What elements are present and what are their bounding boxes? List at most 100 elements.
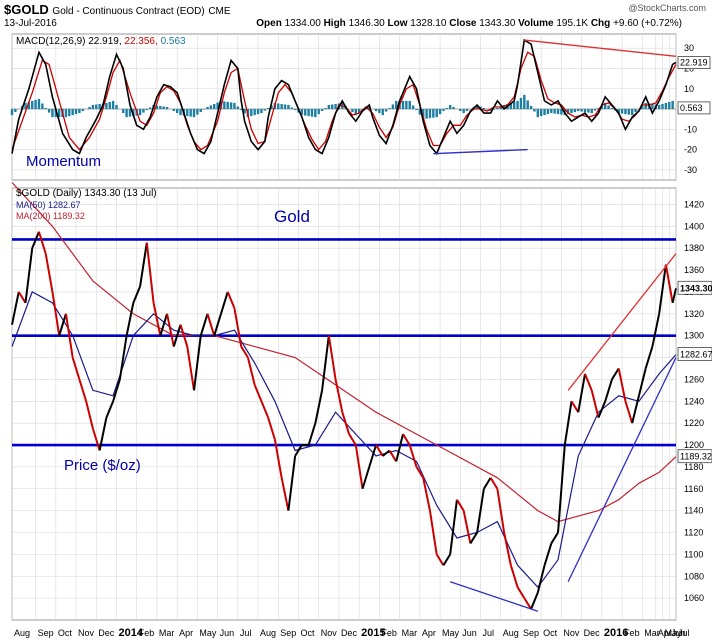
volume-value: 195.1K — [556, 18, 589, 29]
macd-line — [11, 38, 677, 156]
macd-legend-name: MACD(12,26,9) — [16, 36, 88, 47]
macd-hist-bar — [418, 109, 422, 115]
x-tick-label-34: Jun — [671, 628, 686, 638]
price-ytick-13: 1160 — [684, 484, 703, 494]
price-ytick-18: 1060 — [684, 593, 704, 603]
price-ytick-12: 1180 — [684, 462, 703, 472]
price-segment — [166, 313, 175, 347]
macd-hist-bar — [641, 105, 644, 110]
macd-hist-bar — [593, 109, 597, 111]
macd-hist-bar — [64, 109, 68, 118]
price-segment — [213, 313, 222, 336]
price-segment — [294, 444, 303, 457]
price-segment — [199, 313, 209, 336]
macd-hist-bar — [634, 109, 637, 113]
macd-hist-bar — [98, 103, 101, 110]
price-ytick-9: 1240 — [684, 396, 704, 406]
x-tick-label-4: Dec — [98, 628, 115, 638]
macd-hist-bar — [486, 109, 489, 110]
macd-hist-bar — [459, 109, 462, 112]
x-tick-label-12: Aug — [260, 628, 276, 638]
price-segment — [85, 401, 94, 429]
macd-hist-bar — [445, 108, 449, 110]
macd-hist-bar — [115, 104, 118, 110]
macd-legend-macd: 22.919, — [88, 36, 124, 47]
macd-hist-bar — [354, 109, 357, 116]
price-ytick-11: 1200 — [684, 440, 704, 450]
macd-hist-bar — [381, 109, 384, 116]
price-ytick-14: 1140 — [684, 506, 703, 516]
macd-hist-bar — [664, 102, 668, 110]
macd-hist-bar — [671, 100, 674, 110]
macd-hist-bar — [189, 109, 192, 117]
price-segment — [152, 302, 162, 336]
price-segment — [590, 390, 600, 418]
x-tick-label-10: Jun — [220, 628, 235, 638]
price-segment — [341, 411, 351, 435]
symbol-label: $GOLD — [4, 2, 49, 17]
macd-hist-bar — [435, 109, 438, 118]
macd-hist-bar — [41, 103, 44, 110]
price-ytick-8: 1260 — [684, 374, 704, 384]
price-segment — [637, 368, 647, 397]
macd-hist-bar — [533, 109, 536, 112]
price-segment — [516, 586, 526, 599]
x-tick-label-32: Apr — [658, 628, 672, 638]
price-segment — [523, 597, 532, 610]
price-segment — [442, 553, 452, 566]
price-segment — [38, 231, 47, 254]
macd-hist-bar — [51, 109, 54, 118]
macd-hist-bar — [604, 102, 607, 110]
x-tick-label-29: 2016 — [604, 627, 628, 639]
macd-hist-bar — [334, 103, 337, 110]
macd-hist-bar — [573, 109, 577, 113]
macd-hist-bar — [250, 109, 253, 117]
x-tick-label-7: Mar — [159, 628, 175, 638]
x-tick-label-16: Dec — [341, 628, 358, 638]
macd-hist-bar — [536, 109, 540, 118]
macd-hist-bar — [570, 109, 573, 114]
macd-hist-bar — [192, 109, 196, 118]
macd-hist-bar — [263, 109, 266, 111]
macd-hist-bar — [327, 104, 331, 110]
macd-ytick-5: -30 — [684, 165, 697, 175]
low-value: 1328.10 — [410, 18, 447, 29]
x-tick-label-14: Oct — [300, 628, 315, 638]
price-segment — [71, 357, 81, 380]
price-value-label-2: 1189.32 — [680, 452, 712, 462]
x-tick-label-27: Nov — [563, 628, 580, 638]
macd-hist-bar — [519, 97, 523, 110]
macd-hist-bar — [351, 109, 354, 113]
macd-hist-bar — [577, 109, 580, 112]
ma50-legend: MA(50) 1282.67 — [16, 200, 81, 210]
open-label: Open — [256, 18, 282, 29]
price-segment — [145, 242, 155, 303]
macd-hist-bar — [610, 108, 614, 110]
x-tick-label-11: Jul — [240, 628, 252, 638]
price-segment — [24, 248, 34, 303]
price-segment — [267, 417, 276, 440]
macd-hist-bar — [405, 100, 408, 110]
macd-hist-bar — [280, 103, 283, 110]
macd-value-box-1 — [677, 101, 711, 115]
macd-hist-bar — [95, 104, 98, 110]
x-tick-label-13: Sep — [280, 628, 296, 638]
macd-hist-bar — [243, 109, 246, 114]
price-ytick-10: 1220 — [684, 418, 704, 428]
macd-hist-bar — [162, 106, 165, 110]
macd-hist-bar — [368, 107, 371, 110]
macd-hist-bar — [553, 109, 556, 114]
price-title: Gold — [274, 207, 310, 226]
macd-hist-bar — [448, 104, 452, 110]
price-trendline-2 — [449, 581, 539, 612]
price-value-box-2 — [677, 449, 712, 464]
macd-hist-bar — [148, 107, 152, 110]
macd-hist-bar — [34, 99, 37, 110]
price-segment — [543, 543, 553, 566]
macd-value-label-1: 0.563 — [680, 103, 703, 113]
macd-legend-signal: 22.356, — [124, 36, 160, 47]
x-tick-label-25: Sep — [523, 628, 539, 638]
price-segment — [44, 253, 54, 293]
macd-hist-bar — [122, 109, 125, 114]
